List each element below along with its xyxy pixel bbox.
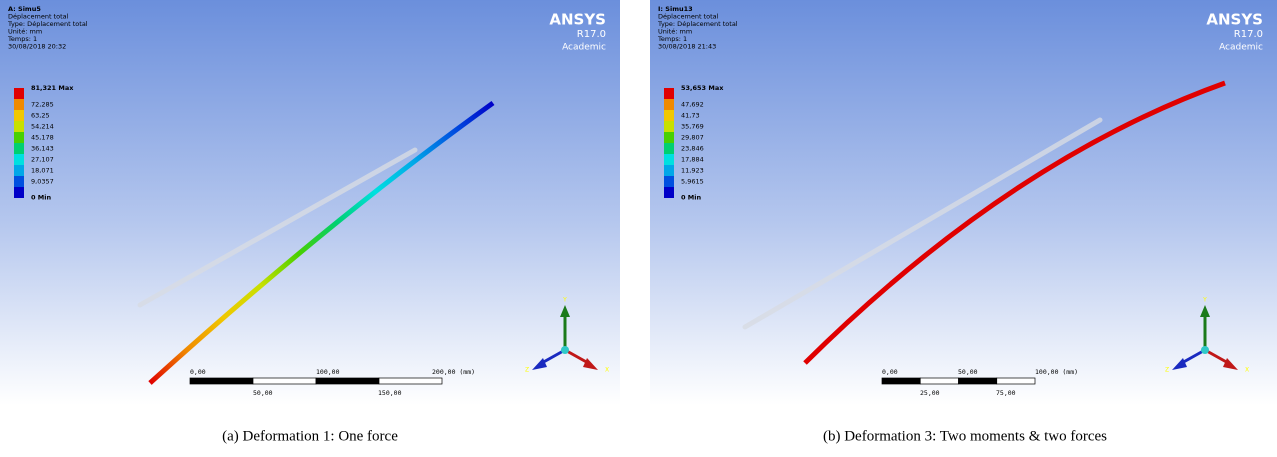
legend-label: 47,692 — [681, 101, 704, 109]
legend-label: 36,143 — [31, 145, 54, 153]
scale-segment — [959, 378, 997, 384]
axis-label: X — [605, 367, 609, 374]
legend-label: 0 Min — [681, 194, 701, 202]
legend-label: 17,884 — [681, 156, 704, 164]
legend-swatch — [14, 132, 24, 143]
legend-swatch — [664, 187, 674, 198]
legend-label: 18,071 — [31, 167, 54, 175]
viewport-background — [650, 0, 1277, 405]
legend-swatch — [14, 110, 24, 121]
legend-swatch — [14, 88, 24, 99]
legend-swatch — [664, 154, 674, 165]
legend-swatch — [14, 143, 24, 154]
legend-label: 0 Min — [31, 194, 51, 202]
legend-label: 29,807 — [681, 134, 704, 142]
legend-label: 63,25 — [31, 112, 50, 120]
logo-brand: ANSYS — [549, 11, 606, 29]
legend-swatch — [664, 99, 674, 110]
legend-label: 41,73 — [681, 112, 700, 120]
caption: (b) Deformation 3: Two moments & two for… — [823, 428, 1107, 444]
scale-label: 50,00 — [958, 368, 978, 376]
legend-swatch — [14, 187, 24, 198]
logo-brand: ANSYS — [1206, 11, 1263, 29]
scale-segment — [253, 378, 316, 384]
axis-label: Y — [562, 297, 567, 304]
legend-swatch — [664, 121, 674, 132]
legend-label: 81,321 Max — [31, 84, 74, 92]
legend-swatch — [664, 110, 674, 121]
logo-version: R17.0 — [1234, 29, 1263, 40]
logo-edition: Academic — [1219, 43, 1263, 53]
legend-label: 27,107 — [31, 156, 54, 164]
logo-edition: Academic — [562, 43, 606, 53]
scale-label: 200,00 (mm) — [432, 368, 475, 376]
scale-label: 100,00 (mm) — [1035, 368, 1078, 376]
scale-segment — [997, 378, 1035, 384]
legend-swatch — [14, 176, 24, 187]
legend-swatch — [664, 88, 674, 99]
legend-label: 53,653 Max — [681, 84, 724, 92]
caption: (a) Deformation 1: One force — [222, 428, 398, 444]
legend-swatch — [14, 165, 24, 176]
legend-label: 5,9615 — [681, 178, 704, 186]
scale-segment — [882, 378, 920, 384]
axis-label: X — [1245, 367, 1249, 374]
legend-swatch — [664, 176, 674, 187]
legend-label: 54,214 — [31, 123, 54, 131]
legend-swatch — [14, 154, 24, 165]
legend-label: 11,923 — [681, 167, 704, 175]
axis-origin — [561, 346, 569, 354]
scale-segment — [920, 378, 958, 384]
scale-segment — [316, 378, 379, 384]
legend-label: 35,769 — [681, 123, 704, 131]
header-line: 30/08/2018 21:43 — [658, 43, 716, 51]
legend-label: 9,0357 — [31, 178, 54, 186]
axis-label: Z — [525, 367, 529, 374]
legend-label: 23,846 — [681, 145, 704, 153]
scale-label: 0,00 — [190, 368, 206, 376]
scale-segment — [190, 378, 253, 384]
viewport-background — [0, 0, 620, 405]
scale-label: 50,00 — [253, 389, 273, 397]
legend-label: 45,178 — [31, 134, 54, 142]
scale-label: 100,00 — [316, 368, 340, 376]
legend-label: 72,285 — [31, 101, 54, 109]
legend-swatch — [664, 132, 674, 143]
scale-label: 150,00 — [378, 389, 402, 397]
legend-swatch — [664, 165, 674, 176]
scale-label: 0,00 — [882, 368, 898, 376]
legend-swatch — [14, 121, 24, 132]
logo-version: R17.0 — [577, 29, 606, 40]
header-line: 30/08/2018 20:32 — [8, 43, 66, 51]
scale-label: 75,00 — [996, 389, 1016, 397]
legend-swatch — [664, 143, 674, 154]
legend-swatch — [14, 99, 24, 110]
figure: A: Simu5Déplacement totalType: Déplaceme… — [0, 0, 1277, 457]
axis-origin — [1201, 346, 1209, 354]
scale-label: 25,00 — [920, 389, 940, 397]
axis-label: Y — [1202, 297, 1207, 304]
scale-segment — [379, 378, 442, 384]
axis-label: Z — [1165, 367, 1169, 374]
